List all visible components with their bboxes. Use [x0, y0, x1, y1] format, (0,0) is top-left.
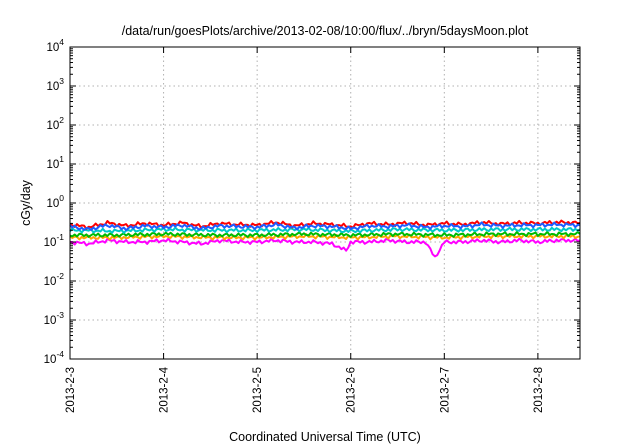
- x-tick-label: 2013-2-3: [65, 367, 77, 413]
- y-tick-label: 10-4: [44, 349, 65, 366]
- x-tick-label: 2013-2-4: [159, 366, 171, 413]
- y-tick-label: 10-2: [44, 271, 65, 288]
- series-layer: [69, 219, 581, 258]
- y-tick-label: 10-1: [44, 232, 65, 249]
- series-line: [69, 221, 581, 232]
- y-axis-label: cGy/day: [19, 179, 33, 226]
- series-line: [69, 230, 581, 238]
- y-tick-label: 103: [46, 76, 64, 93]
- x-tick-label: 2013-2-8: [533, 367, 545, 413]
- x-axis: 2013-2-3 2013-2-4 2013-2-5 2013-2-6 2013-2-7…: [65, 47, 545, 413]
- series-line: [70, 237, 581, 258]
- y-tick-label: 104: [46, 37, 64, 54]
- y-tick-label: 102: [46, 115, 64, 132]
- x-tick-label: 2013-2-7: [439, 367, 451, 413]
- x-tick-label: 2013-2-5: [252, 367, 264, 413]
- y-tick-label: 10-3: [44, 310, 65, 327]
- x-tick-label: 2013-2-6: [346, 367, 358, 413]
- chart-title: /data/run/goesPlots/archive/2013-02-08/1…: [122, 24, 529, 38]
- y-tick-label: 101: [46, 154, 64, 171]
- grid: [70, 47, 580, 359]
- y-axis: 10-4 10-3 10-2 10-1 100 101 102 103 104: [44, 37, 580, 366]
- series-line: [69, 226, 581, 234]
- x-axis-label: Coordinated Universal Time (UTC): [229, 430, 421, 444]
- series-line: [69, 219, 581, 230]
- y-tick-label: 100: [46, 193, 64, 210]
